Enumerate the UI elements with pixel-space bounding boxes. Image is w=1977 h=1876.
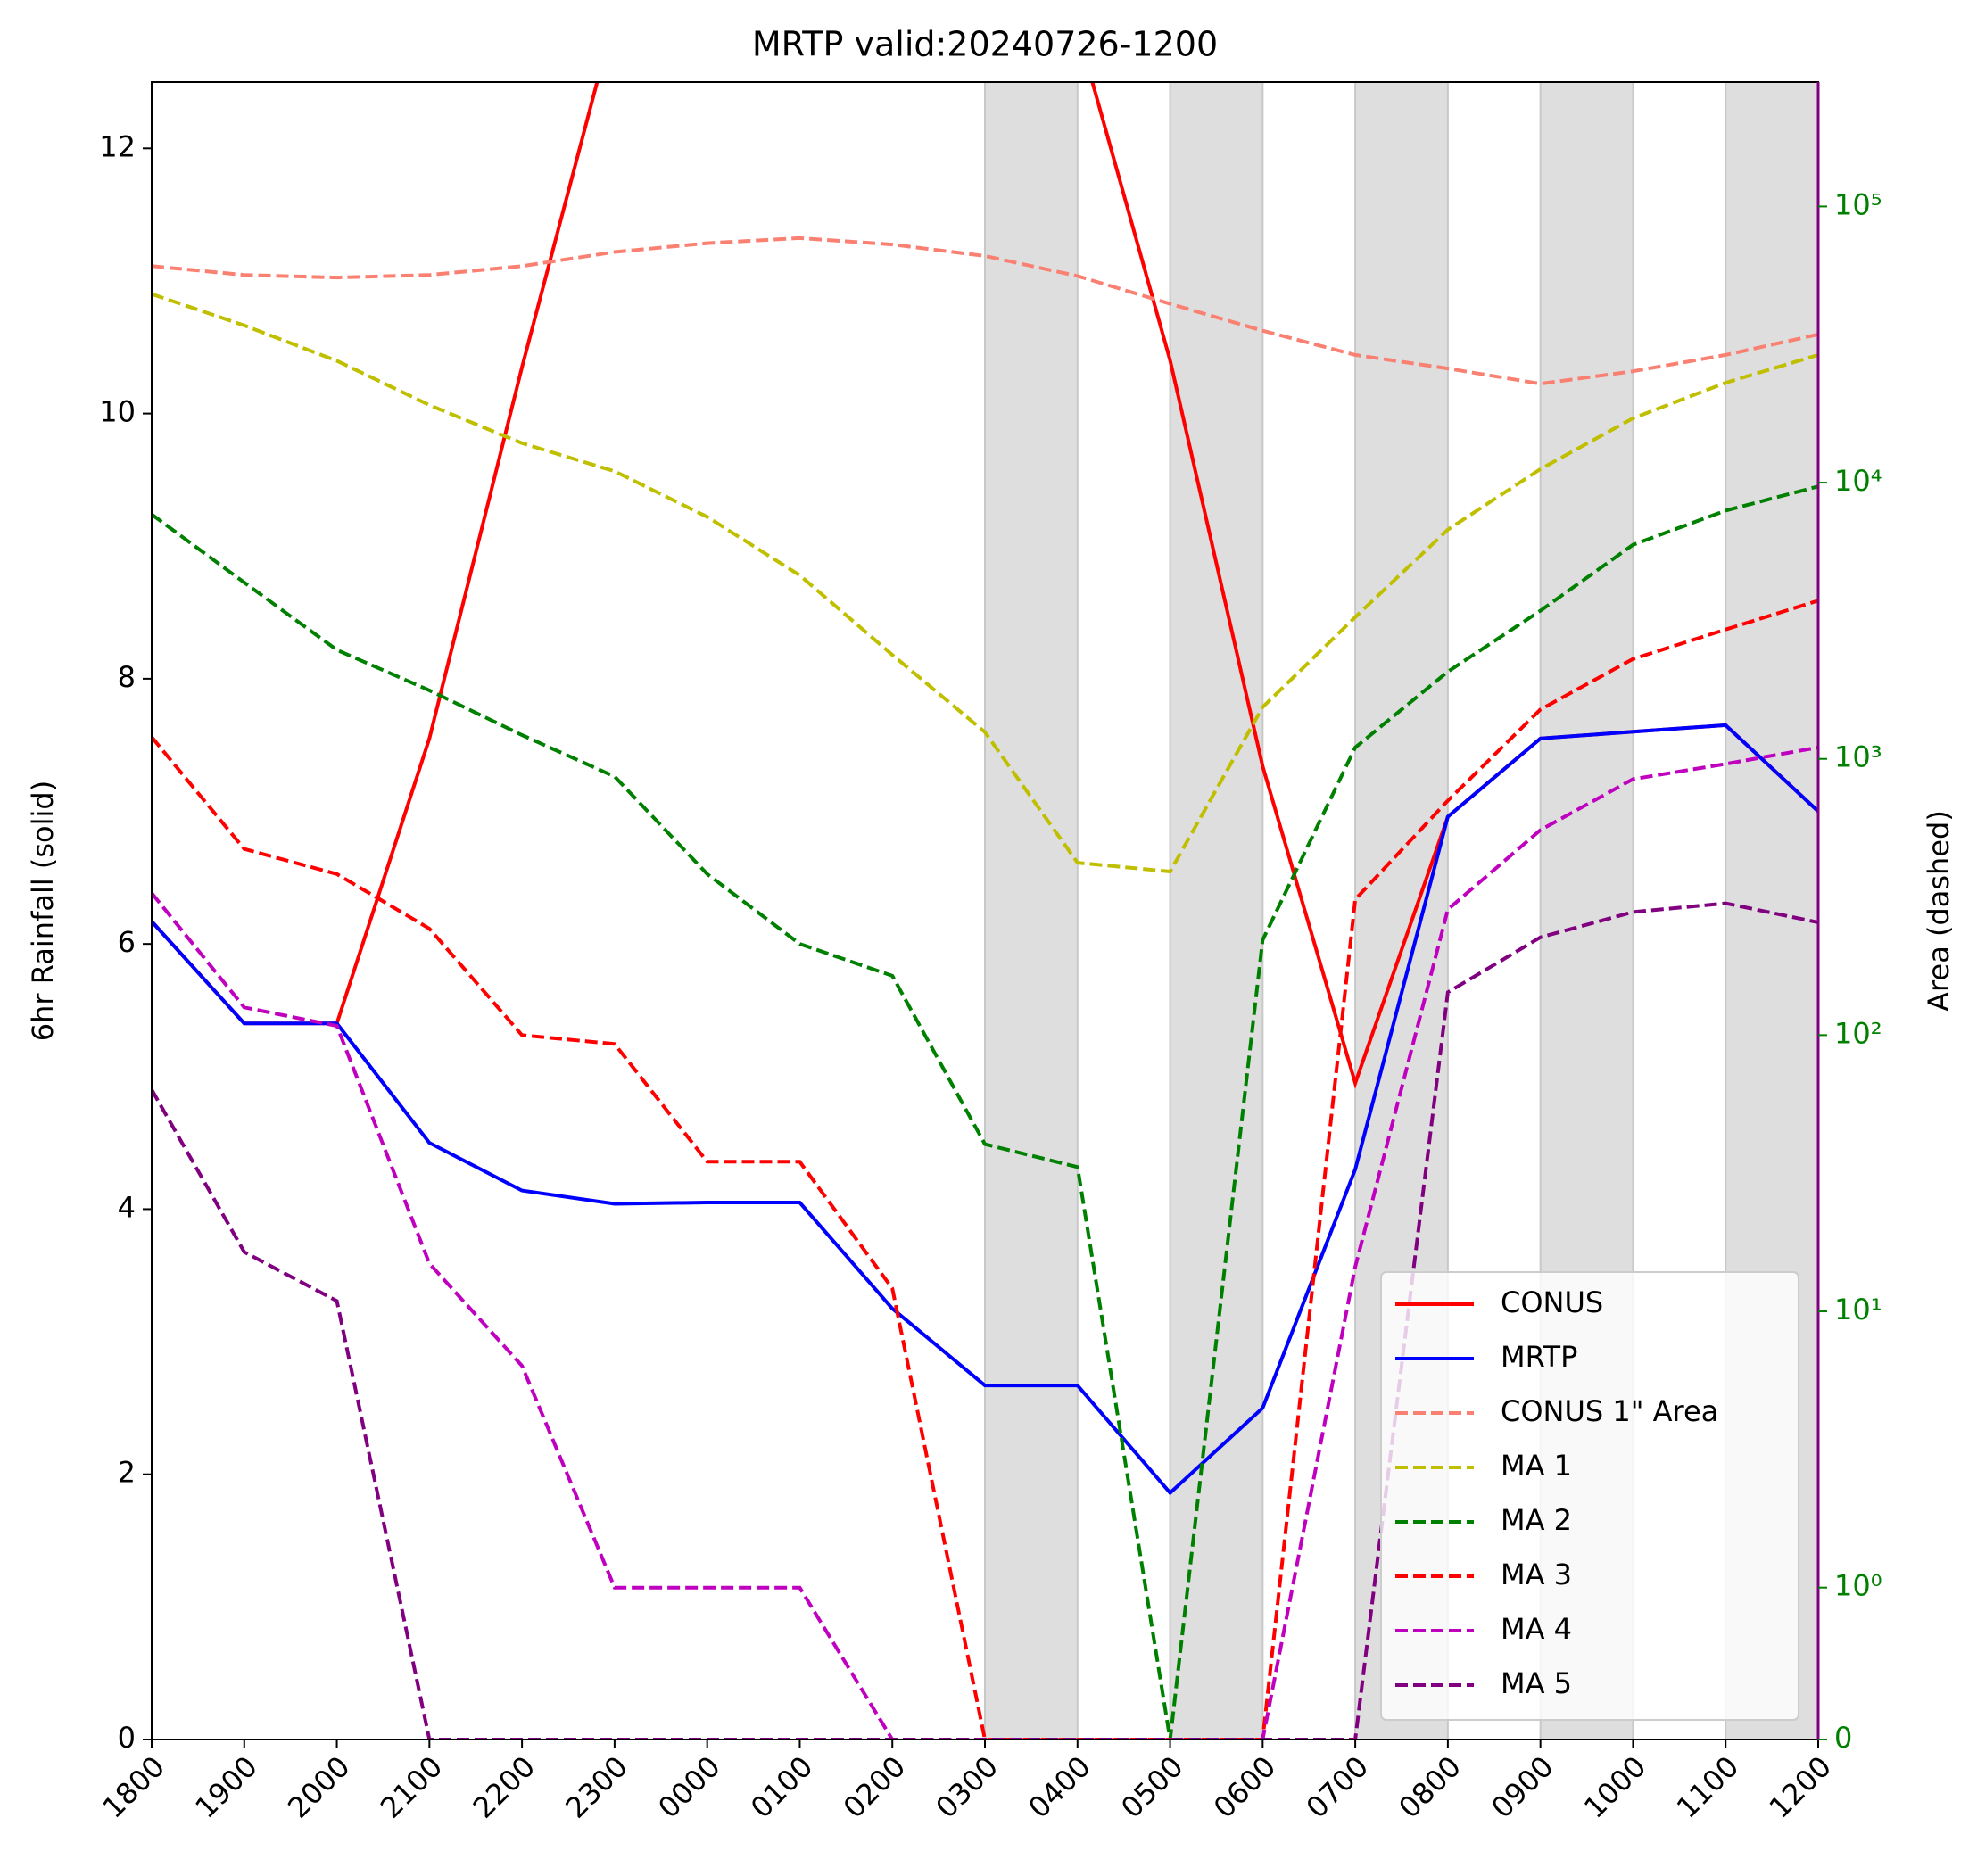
y-tick-label: 2	[118, 1456, 136, 1490]
plot-lines	[152, 82, 1818, 1740]
y2-tick-label: 10¹	[1834, 1293, 1882, 1326]
series-line	[152, 599, 1818, 1740]
y2-tick-label: 10³	[1834, 740, 1882, 774]
series-line	[152, 901, 1818, 1740]
legend-label: CONUS	[1501, 1285, 1603, 1319]
y-tick-label: 8	[118, 660, 136, 694]
y2-axis-label: Area (dashed)	[1922, 810, 1956, 1012]
series-line	[152, 723, 1818, 1496]
y2-tick-label: 10⁰	[1834, 1569, 1882, 1603]
legend-box	[1380, 1271, 1799, 1721]
legend-label: MRTP	[1501, 1340, 1577, 1374]
shaded-span	[1169, 81, 1264, 1740]
legend-label: MA 5	[1501, 1666, 1572, 1700]
y-tick-label: 12	[99, 129, 136, 163]
y-tick-label: 10	[99, 395, 136, 429]
series-line	[152, 292, 1818, 874]
y2-tick-label: 0	[1834, 1721, 1852, 1755]
y-tick-label: 0	[118, 1721, 136, 1755]
shaded-span	[984, 81, 1079, 1740]
y2-tick-label: 10⁵	[1834, 187, 1882, 221]
y-tick-label: 4	[118, 1190, 136, 1224]
legend-label: MA 2	[1501, 1503, 1572, 1537]
legend-label: CONUS 1" Area	[1501, 1394, 1718, 1428]
series-line	[152, 236, 1818, 386]
legend-label: MA 1	[1501, 1449, 1572, 1483]
chart-title: MRTP valid:20240726-1200	[752, 25, 1218, 64]
legend-label: MA 3	[1501, 1558, 1572, 1591]
y-tick-label: 6	[118, 925, 136, 959]
series-line	[152, 745, 1818, 1740]
legend: CONUS MRTP CONUS 1" Area MA 1 MA 2 MA 3 MA 4 MA…	[1380, 1271, 1799, 1721]
legend-label: MA 4	[1501, 1612, 1572, 1646]
y2-tick-label: 10²	[1834, 1016, 1882, 1050]
y-axis-label: 6hr Rainfall (solid)	[26, 781, 60, 1041]
series-line	[152, 484, 1818, 1740]
y2-tick-label: 10⁴	[1834, 464, 1882, 498]
